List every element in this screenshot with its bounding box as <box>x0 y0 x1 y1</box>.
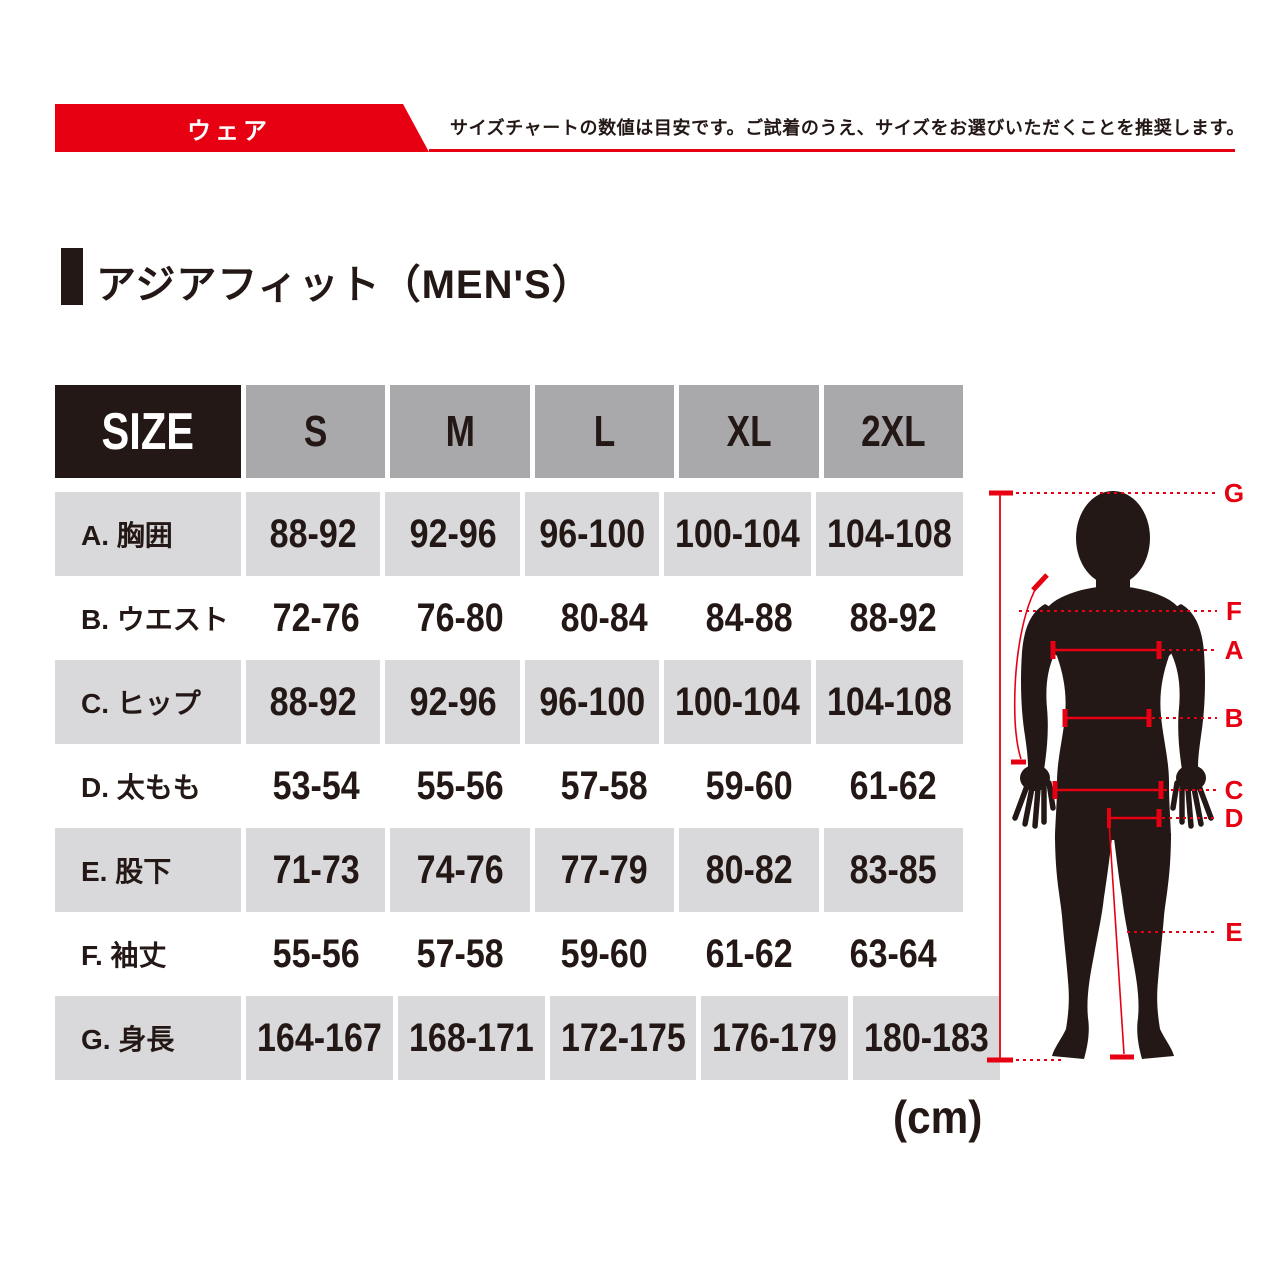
cell: 80-84 <box>534 576 675 660</box>
table-row-chest: A. 胸囲 88-92 92-96 96-100 100-104 104-108 <box>55 492 963 576</box>
cell: 164-167 <box>246 996 393 1080</box>
corner-label: SIZE <box>101 402 195 461</box>
cell: 100-104 <box>664 492 812 576</box>
cell: 57-58 <box>390 912 530 996</box>
cell: 83-85 <box>823 828 963 912</box>
cell: 92-96 <box>385 492 520 576</box>
cell: 59-60 <box>679 744 819 828</box>
size-table: SIZE S M L XL 2XL A. 胸囲 88-92 92-96 96-1… <box>55 385 1000 1080</box>
label-g: G <box>1224 478 1244 508</box>
cell: 57-58 <box>534 744 675 828</box>
label-e: E <box>1225 917 1242 947</box>
label-d: D <box>1225 803 1244 833</box>
cell: 59-60 <box>534 912 675 996</box>
measure-line-e <box>1108 821 1125 1055</box>
column-header-xl: XL <box>679 385 819 478</box>
cell: 74-76 <box>390 828 530 912</box>
cell: 168-171 <box>397 996 545 1080</box>
label-f: F <box>1226 596 1242 626</box>
cell: 92-96 <box>385 660 520 744</box>
row-label: F. 袖丈 <box>55 912 241 996</box>
cell: 88-92 <box>246 660 381 744</box>
category-banner: ウェア <box>55 104 429 152</box>
table-row-hip: C. ヒップ 88-92 92-96 96-100 100-104 104-10… <box>55 660 963 744</box>
figure-fingers <box>1012 780 1214 829</box>
cell: 84-88 <box>679 576 819 660</box>
cell: 76-80 <box>390 576 530 660</box>
cell: 77-79 <box>534 828 675 912</box>
cell: 55-56 <box>390 744 530 828</box>
cell: 176-179 <box>701 996 849 1080</box>
size-table-body: A. 胸囲 88-92 92-96 96-100 100-104 104-108… <box>55 492 1000 1080</box>
label-a: A <box>1225 635 1244 665</box>
row-label: D. 太もも <box>55 744 241 828</box>
column-header-l: L <box>534 385 675 478</box>
cell: 63-64 <box>823 912 963 996</box>
measurement-figure: G F A B C D E <box>985 478 1253 1082</box>
column-header-s: S <box>246 385 386 478</box>
cell: 72-76 <box>246 576 386 660</box>
cell: 100-104 <box>664 660 812 744</box>
size-table-corner-cell: SIZE <box>55 385 241 478</box>
label-c: C <box>1225 775 1244 805</box>
cell: 61-62 <box>679 912 819 996</box>
row-label: A. 胸囲 <box>55 492 241 576</box>
banner-underline <box>429 149 1235 152</box>
cell: 96-100 <box>524 660 660 744</box>
cell: 55-56 <box>246 912 386 996</box>
size-figure-diagram: G F A B C D E <box>987 478 1244 1063</box>
category-banner-label: ウェア <box>187 117 271 145</box>
row-label: B. ウエスト <box>55 576 241 660</box>
column-header-2xl: 2XL <box>823 385 963 478</box>
table-row-inseam: E. 股下 71-73 74-76 77-79 80-82 83-85 <box>55 828 963 912</box>
figure-right-arm <box>1166 604 1205 770</box>
cell: 104-108 <box>816 492 963 576</box>
cell: 96-100 <box>524 492 660 576</box>
title-accent-bar <box>61 248 83 305</box>
row-label: E. 股下 <box>55 828 241 912</box>
figure-legs <box>1052 830 1174 1059</box>
column-header-m: M <box>390 385 530 478</box>
cell: 53-54 <box>246 744 386 828</box>
figure-left-arm <box>1021 604 1060 770</box>
measure-line-f <box>1013 580 1041 760</box>
cell: 172-175 <box>549 996 697 1080</box>
measurement-labels: G F A B C D E <box>1224 478 1244 947</box>
row-label: C. ヒップ <box>55 660 241 744</box>
label-b: B <box>1225 703 1244 733</box>
table-row-height: G. 身長 164-167 168-171 172-175 176-179 18… <box>55 996 1000 1080</box>
size-table-header-row: SIZE S M L XL 2XL <box>55 385 963 478</box>
size-disclaimer-text: サイズチャートの数値は目安です。ご試着のうえ、サイズをお選びいただくことを推奨し… <box>450 118 1245 138</box>
unit-label: (cm) <box>893 1091 983 1143</box>
figure-head <box>1076 491 1150 585</box>
table-row-sleeve: F. 袖丈 55-56 57-58 59-60 61-62 63-64 <box>55 912 963 996</box>
measurement-marks <box>987 490 1217 1063</box>
cell: 71-73 <box>246 828 386 912</box>
table-row-thigh: D. 太もも 53-54 55-56 57-58 59-60 61-62 <box>55 744 963 828</box>
cell: 88-92 <box>246 492 381 576</box>
table-row-waist: B. ウエスト 72-76 76-80 80-84 84-88 88-92 <box>55 576 963 660</box>
cell: 104-108 <box>816 660 963 744</box>
section-title: アジアフィット（MEN'S） <box>96 263 593 307</box>
cell: 88-92 <box>823 576 963 660</box>
cell: 80-82 <box>679 828 819 912</box>
cell: 61-62 <box>823 744 963 828</box>
row-label: G. 身長 <box>55 996 241 1080</box>
cell: 180-183 <box>853 996 1000 1080</box>
